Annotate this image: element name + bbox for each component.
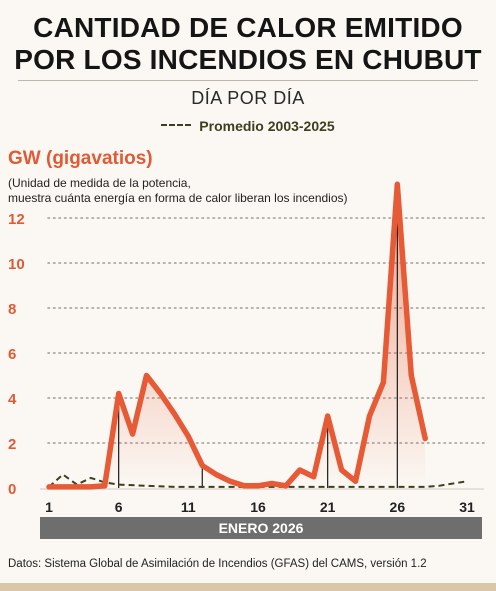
x-tick-label-31: 31 — [459, 499, 475, 515]
unit-note-line-2: muestra cuánta energía en forma de calor… — [8, 191, 348, 205]
title-divider — [18, 80, 478, 81]
source-note: Datos: Sistema Global de Asimilación de … — [8, 558, 427, 570]
y-tick-label-0: 0 — [8, 481, 16, 498]
chart-subtitle: DÍA POR DÍA — [191, 88, 305, 108]
x-tick-label-16: 16 — [250, 499, 266, 515]
x-tick-label-11: 11 — [181, 499, 196, 515]
series-line-main — [46, 181, 428, 490]
x-axis-band: ENERO 2026 — [40, 517, 482, 539]
legend: Promedio 2003-2025 — [0, 118, 496, 134]
y-axis-ticks: 0 2 4 6 8 10 12 — [8, 211, 25, 498]
y-axis-unit-label: GW (gigavatios) — [8, 148, 153, 169]
y-tick-label-12: 12 — [8, 211, 25, 228]
bottom-decorative-band — [0, 583, 496, 591]
chart-title: CANTIDAD DE CALOR EMITIDO POR LOS INCEND… — [0, 12, 496, 76]
series-area — [49, 184, 426, 489]
x-axis-ticks: 1 6 11 16 21 26 31 — [45, 499, 475, 515]
title-line-1: CANTIDAD DE CALOR EMITIDO — [33, 12, 463, 43]
y-tick-label-4: 4 — [8, 391, 17, 408]
legend-dash-swatch — [161, 124, 192, 127]
unit-note-line-1: (Unidad de medida de la potencia, — [8, 176, 191, 190]
x-tick-label-6: 6 — [115, 499, 123, 515]
title-line-2: POR LOS INCENDIOS EN CHUBUT — [14, 44, 482, 75]
series-line-promedio — [48, 473, 468, 488]
y-tick-label-6: 6 — [8, 346, 16, 363]
x-tick-label-26: 26 — [390, 499, 406, 515]
series — [46, 181, 468, 490]
legend-label: Promedio 2003-2025 — [199, 118, 335, 134]
y-tick-label-10: 10 — [8, 256, 25, 273]
y-tick-label-8: 8 — [8, 301, 16, 318]
x-tick-label-1: 1 — [45, 499, 53, 515]
y-axis-unit-note: (Unidad de medida de la potencia, muestr… — [8, 176, 388, 206]
y-tick-label-2: 2 — [8, 436, 16, 453]
x-tick-label-21: 21 — [320, 499, 336, 515]
